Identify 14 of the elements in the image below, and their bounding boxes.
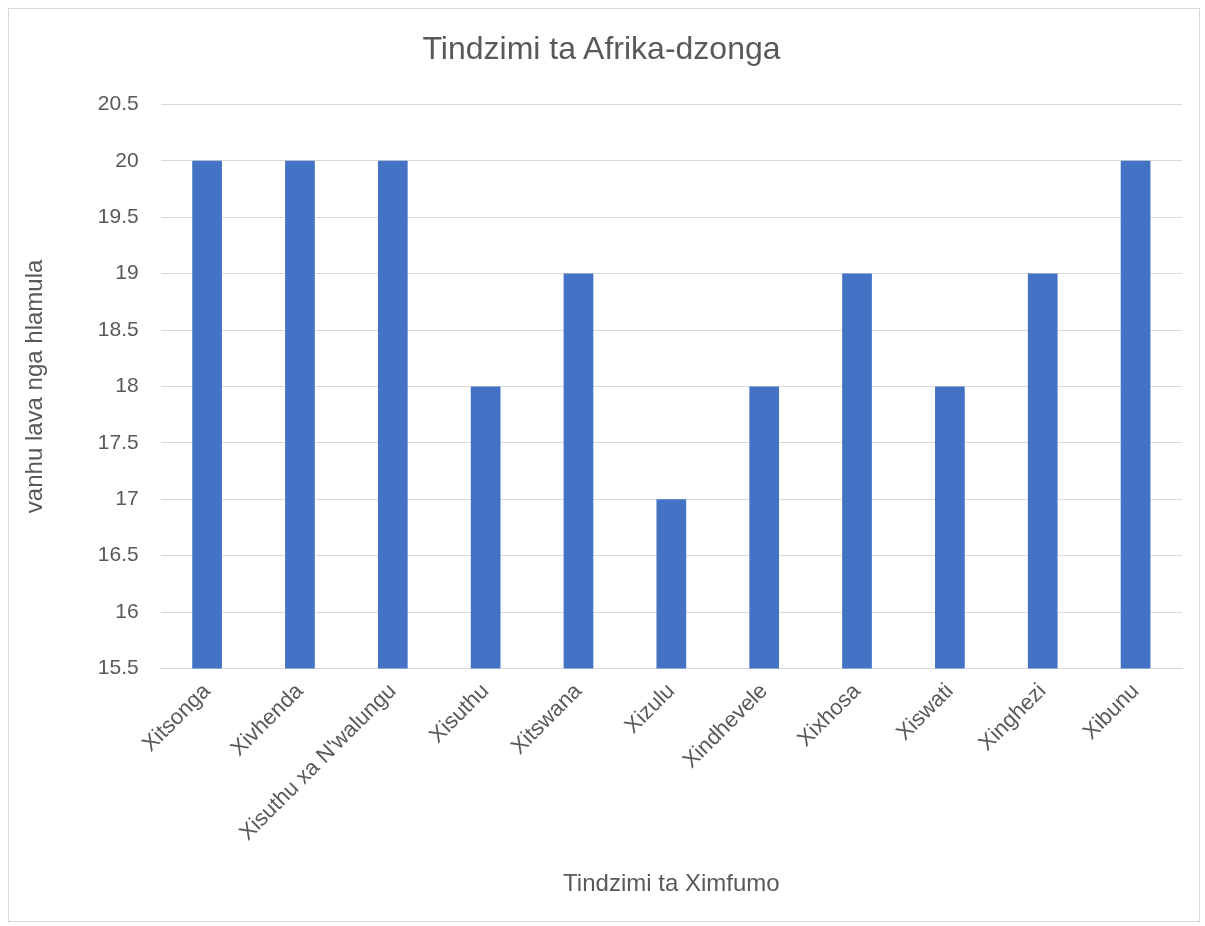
y-tick-label: 16: [115, 598, 139, 622]
y-tick-label: 17: [115, 486, 139, 510]
y-tick-label: 19.5: [97, 204, 139, 227]
y-tick-label: 18.5: [97, 316, 139, 340]
y-tick-label: 17.5: [97, 429, 139, 453]
y-axis-title: vanhu lava nga hlamula: [20, 259, 48, 514]
y-tick-label: 20: [115, 147, 139, 171]
x-axis-title: Tindzimi ta Ximfumo: [563, 869, 780, 897]
y-tick-label: 18: [115, 373, 139, 397]
y-tick-label: 15.5: [97, 655, 139, 679]
chart-title: Tindzimi ta Afrika-dzonga: [422, 30, 781, 67]
y-tick-label: 16.5: [97, 542, 139, 566]
y-tick-label: 20.5: [97, 91, 139, 115]
y-tick-label: 19: [115, 260, 139, 284]
